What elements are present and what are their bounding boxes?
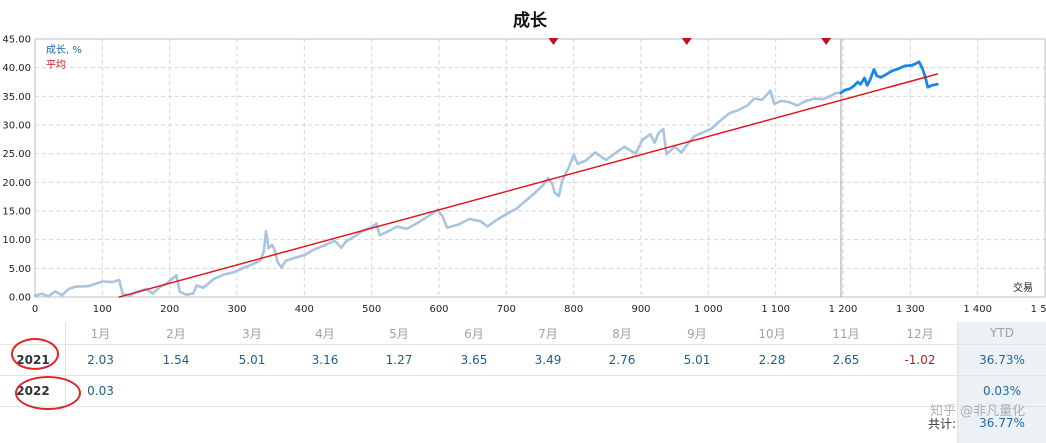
x-tick-label: 900 [631, 304, 650, 315]
month-header: 12月 [906, 326, 934, 341]
series-line-average [118, 73, 939, 298]
event-marker [548, 38, 559, 45]
y-tick-label: 5.00 [9, 264, 31, 275]
divider [65, 322, 66, 406]
month-value: 2.03 [87, 353, 114, 367]
y-tick-label: 40.00 [2, 63, 31, 74]
x-tick-label: 800 [564, 304, 583, 315]
divider [0, 375, 1046, 376]
growth-chart: 成长 0.00 5.00 10.00 15.00 20.00 25.00 30.00 35.0… [2, 10, 1046, 315]
month-header: 8月 [612, 326, 632, 341]
x-tick-label: 600 [429, 304, 448, 315]
series-line-recent [839, 60, 939, 95]
table-row: 2022 0.03 0.03% [0, 376, 1046, 406]
series-group [33, 60, 939, 298]
x-tick-label: 100 [93, 304, 112, 315]
event-marker [821, 38, 832, 45]
month-value: 2.65 [832, 353, 860, 367]
month-header: 10月 [758, 326, 786, 341]
month-value: 3.49 [534, 353, 562, 367]
grid [35, 39, 1045, 297]
ytd-column-bg [957, 322, 1046, 443]
x-tick-label: 500 [362, 304, 381, 315]
highlight-ring [15, 376, 81, 410]
x-tick-label: 1 400 [963, 304, 992, 315]
event-markers [548, 38, 832, 45]
y-tick-label: 35.00 [2, 92, 31, 103]
month-value: 2.28 [758, 353, 786, 367]
month-value: 0.03 [87, 384, 114, 398]
x-tick-label: 1 500 [1031, 304, 1046, 315]
chart-title: 成长 [513, 10, 548, 31]
total-row: 共计: 36.77% [0, 408, 1046, 438]
ytd-value: 0.03% [982, 384, 1022, 398]
total-value: 36.77% [979, 416, 1025, 430]
month-header: 11月 [832, 326, 860, 341]
y-tick-label: 30.00 [2, 121, 31, 132]
month-value: 1.27 [385, 353, 413, 367]
legend-growth: 成长, % [46, 44, 82, 56]
legend-average: 平均 [46, 59, 66, 71]
ytd-header: YTD [990, 326, 1014, 340]
x-tick-label: 700 [497, 304, 516, 315]
month-header: 9月 [687, 326, 707, 341]
y-tick-label: 45.00 [2, 35, 31, 46]
month-value: 5.01 [238, 353, 266, 367]
month-header: 6月 [464, 326, 484, 341]
month-value: 3.65 [460, 353, 488, 367]
month-header: 5月 [389, 326, 409, 341]
x-axis-label: 交易 [1013, 281, 1033, 294]
month-value: 3.16 [311, 353, 339, 367]
event-marker [681, 38, 692, 45]
month-value: -1.02 [904, 353, 936, 367]
month-header: 4月 [315, 326, 335, 341]
divider [957, 322, 958, 443]
y-tick-label: 20.00 [2, 178, 31, 189]
month-value: 1.54 [162, 353, 190, 367]
x-tick-label: 1 200 [829, 304, 858, 315]
month-header: 1月 [90, 326, 111, 341]
table-header: 1月 2月 3月 4月 5月 6月 7月 8月 9月 10月 11月 12月 Y… [0, 322, 1046, 344]
month-header: 3月 [242, 326, 262, 341]
y-tick-label: 10.00 [2, 235, 31, 246]
divider [0, 344, 1046, 345]
x-tick-label: 1 300 [896, 304, 925, 315]
month-header: 2月 [166, 326, 186, 341]
total-label: 共计: [927, 416, 956, 431]
y-tick-label: 25.00 [2, 149, 31, 160]
x-tick-label: 300 [227, 304, 246, 315]
plot-frame [34, 38, 1046, 298]
x-tick-label: 200 [160, 304, 179, 315]
y-tick-label: 15.00 [2, 207, 31, 218]
watermark: 知乎 @非凡量化 [930, 404, 1026, 419]
x-tick-label: 400 [295, 304, 314, 315]
ytd-value: 36.73% [979, 353, 1025, 367]
y-tick-label: 0.00 [9, 293, 31, 304]
series-line-growth [33, 89, 843, 298]
table-row: 2021 2.03 1.54 5.01 3.16 1.27 3.65 3.49 … [0, 345, 1046, 375]
x-tick-label: 1 100 [761, 304, 790, 315]
month-value: 2.76 [608, 353, 636, 367]
highlight-ring [11, 338, 59, 370]
y-axis: 0.00 5.00 10.00 15.00 20.00 25.00 30.00 35.00 40… [2, 35, 31, 304]
month-header: 7月 [538, 326, 558, 341]
x-tick-label: 0 [32, 304, 38, 315]
x-tick-label: 1 000 [694, 304, 723, 315]
x-axis: 0 100 200 300 400 500 600 700 800 900 1 000 1 100 1 … [32, 304, 1046, 315]
month-value: 5.01 [683, 353, 711, 367]
divider [0, 406, 1046, 407]
